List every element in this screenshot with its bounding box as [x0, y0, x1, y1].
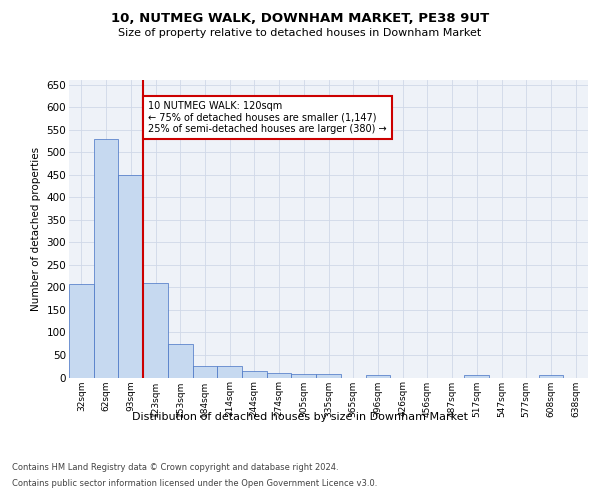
- Text: Size of property relative to detached houses in Downham Market: Size of property relative to detached ho…: [118, 28, 482, 38]
- Y-axis label: Number of detached properties: Number of detached properties: [31, 146, 41, 311]
- Bar: [365, 375, 390, 378]
- Bar: [464, 375, 489, 378]
- Bar: [193, 366, 217, 378]
- Bar: [267, 373, 292, 378]
- Bar: [118, 174, 143, 378]
- Bar: [217, 366, 242, 378]
- Bar: [316, 374, 341, 378]
- Text: Contains public sector information licensed under the Open Government Licence v3: Contains public sector information licen…: [12, 479, 377, 488]
- Text: 10 NUTMEG WALK: 120sqm
← 75% of detached houses are smaller (1,147)
25% of semi-: 10 NUTMEG WALK: 120sqm ← 75% of detached…: [148, 101, 387, 134]
- Bar: [69, 284, 94, 378]
- Bar: [143, 283, 168, 378]
- Text: 10, NUTMEG WALK, DOWNHAM MARKET, PE38 9UT: 10, NUTMEG WALK, DOWNHAM MARKET, PE38 9U…: [111, 12, 489, 26]
- Text: Distribution of detached houses by size in Downham Market: Distribution of detached houses by size …: [132, 412, 468, 422]
- Text: Contains HM Land Registry data © Crown copyright and database right 2024.: Contains HM Land Registry data © Crown c…: [12, 462, 338, 471]
- Bar: [539, 375, 563, 378]
- Bar: [168, 344, 193, 378]
- Bar: [292, 374, 316, 378]
- Bar: [242, 371, 267, 378]
- Bar: [94, 138, 118, 378]
